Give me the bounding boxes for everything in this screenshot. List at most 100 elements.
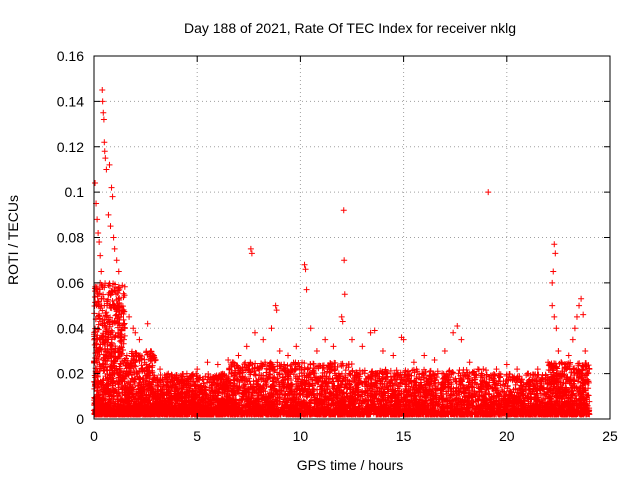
data-point xyxy=(104,367,111,374)
data-point xyxy=(112,345,119,352)
data-point xyxy=(102,346,109,353)
data-point xyxy=(92,354,99,361)
data-point xyxy=(107,342,114,349)
data-point xyxy=(99,396,106,403)
data-point xyxy=(111,387,118,394)
data-point xyxy=(107,314,114,321)
data-point xyxy=(92,407,99,414)
data-point xyxy=(93,283,100,290)
data-point xyxy=(108,341,115,348)
data-point xyxy=(120,347,127,354)
data-point xyxy=(110,348,117,355)
data-point xyxy=(105,404,112,411)
data-point xyxy=(121,283,128,290)
data-point xyxy=(116,411,123,418)
data-point xyxy=(106,302,113,309)
data-point xyxy=(103,366,110,373)
data-point xyxy=(119,282,126,289)
data-point xyxy=(117,334,124,341)
data-point xyxy=(109,369,116,376)
data-point xyxy=(94,411,101,418)
data-point xyxy=(100,364,107,371)
data-point xyxy=(104,408,111,415)
data-point xyxy=(118,339,125,346)
data-point xyxy=(105,336,112,343)
data-point xyxy=(105,349,112,356)
data-point xyxy=(115,374,122,381)
grid xyxy=(94,56,610,419)
data-point xyxy=(95,356,102,363)
data-point xyxy=(115,284,122,291)
data-point xyxy=(94,332,101,339)
data-point xyxy=(112,319,119,326)
data-point xyxy=(98,347,105,354)
data-point xyxy=(95,378,102,385)
data-points xyxy=(91,87,593,418)
data-point xyxy=(99,361,106,368)
data-point xyxy=(114,356,121,363)
data-point xyxy=(99,336,106,343)
data-point xyxy=(114,332,121,339)
data-point xyxy=(106,372,113,379)
data-point xyxy=(120,336,127,343)
data-point xyxy=(94,300,101,307)
data-point xyxy=(118,377,125,384)
data-point xyxy=(91,400,98,407)
data-point xyxy=(113,291,120,298)
data-point xyxy=(106,282,113,289)
data-point xyxy=(115,381,122,388)
data-point xyxy=(93,388,100,395)
data-point xyxy=(120,316,127,323)
data-point xyxy=(342,367,349,374)
data-point xyxy=(102,361,109,368)
data-point xyxy=(104,319,111,326)
data-point xyxy=(97,405,104,412)
data-point xyxy=(121,308,128,315)
data-point xyxy=(152,357,159,364)
data-point xyxy=(120,290,127,297)
data-point xyxy=(115,392,122,399)
data-point xyxy=(102,312,109,319)
data-point xyxy=(113,403,120,410)
data-point xyxy=(102,387,109,394)
data-point xyxy=(111,408,118,415)
data-point xyxy=(119,350,125,357)
data-point xyxy=(106,318,113,325)
data-point xyxy=(105,282,112,289)
data-point xyxy=(95,380,102,387)
data-point xyxy=(103,381,110,388)
data-point xyxy=(91,294,98,301)
data-point xyxy=(98,295,105,302)
data-point xyxy=(92,299,99,306)
data-point xyxy=(118,304,125,311)
data-point xyxy=(117,360,124,367)
data-point xyxy=(108,392,115,399)
data-point xyxy=(95,312,102,319)
chart-title: Day 188 of 2021, Rate Of TEC Index for r… xyxy=(184,20,516,36)
data-point xyxy=(95,392,102,399)
data-point xyxy=(97,305,104,312)
data-point xyxy=(102,400,109,407)
data-point xyxy=(118,326,125,333)
data-point xyxy=(95,321,102,328)
data-point xyxy=(123,352,130,359)
data-point xyxy=(111,400,118,407)
data-point xyxy=(95,291,102,298)
data-point xyxy=(117,338,124,345)
data-point xyxy=(115,295,122,302)
data-point xyxy=(121,332,128,339)
data-point xyxy=(96,395,103,402)
data-point xyxy=(106,323,113,330)
data-point xyxy=(100,377,107,384)
data-point xyxy=(111,365,118,372)
data-point xyxy=(93,341,100,348)
data-point xyxy=(94,381,101,388)
data-point xyxy=(117,397,124,404)
data-point xyxy=(110,301,117,308)
data-point xyxy=(111,393,118,400)
data-point xyxy=(96,397,103,404)
data-point xyxy=(112,281,119,288)
data-point xyxy=(108,363,115,370)
data-point xyxy=(95,410,102,417)
